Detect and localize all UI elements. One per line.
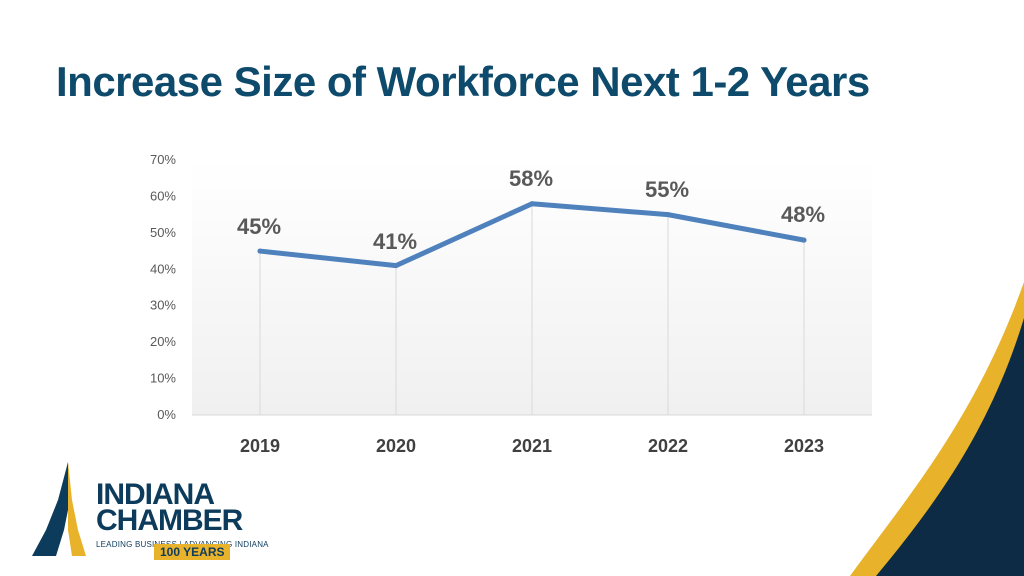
indiana-chamber-logo: INDIANA CHAMBER LEADING BUSINESS | ADVAN… — [28, 460, 269, 566]
logo-line-1: INDIANA — [96, 478, 215, 511]
corner-navy-shape — [876, 318, 1024, 576]
y-tick-label: 50% — [150, 225, 176, 240]
y-tick-label: 70% — [150, 152, 176, 167]
data-label: 58% — [509, 166, 553, 191]
data-point — [801, 237, 807, 243]
data-label: 55% — [645, 177, 689, 202]
data-label: 41% — [373, 229, 417, 254]
x-tick-label: 2022 — [648, 436, 688, 456]
y-tick-label: 0% — [157, 407, 176, 422]
y-tick-label: 20% — [150, 334, 176, 349]
corner-decoration — [850, 282, 1024, 576]
data-point — [665, 212, 671, 218]
y-tick-label: 10% — [150, 371, 176, 386]
data-point — [257, 248, 263, 254]
data-label: 45% — [237, 214, 281, 239]
y-tick-label: 30% — [150, 298, 176, 313]
x-tick-label: 2021 — [512, 436, 552, 456]
y-tick-label: 60% — [150, 188, 176, 203]
slide-title: Increase Size of Workforce Next 1-2 Year… — [56, 58, 870, 105]
x-tick-label: 2019 — [240, 436, 280, 456]
x-tick-label: 2023 — [784, 436, 824, 456]
logo-years-badge: 100 YEARS — [154, 544, 231, 560]
data-point — [393, 263, 399, 269]
data-point — [529, 201, 535, 207]
monument-logo-icon — [32, 462, 86, 556]
logo-line-2: CHAMBER — [96, 504, 243, 537]
data-label: 48% — [781, 202, 825, 227]
x-tick-label: 2020 — [376, 436, 416, 456]
y-tick-label: 40% — [150, 261, 176, 276]
